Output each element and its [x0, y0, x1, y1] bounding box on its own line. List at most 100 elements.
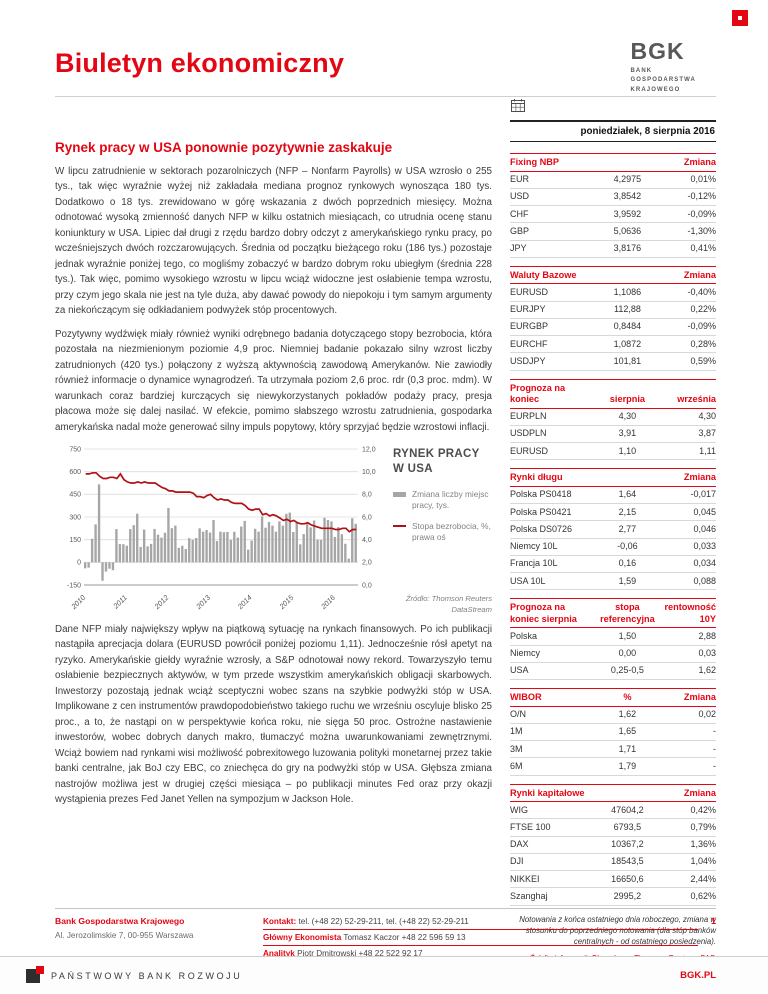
- cell-label: Szanghaj: [510, 887, 597, 906]
- cell-label: EUR: [510, 171, 597, 189]
- svg-text:6,0: 6,0: [362, 514, 372, 521]
- bottom-bar: PAŃSTWOWY BANK ROZWOJU BGK.PL: [0, 956, 768, 994]
- footer-bank-block: Bank Gospodarstwa Krajowego Al. Jerozoli…: [55, 916, 247, 963]
- svg-text:150: 150: [69, 537, 81, 544]
- bgk-logo-subtitle: BANK GOSPODARSTWA KRAJOWEGO: [630, 67, 696, 95]
- table-row: CHF 3,9592 -0,09%: [510, 205, 716, 224]
- table-row: EURGBP 0,8484 -0,09%: [510, 318, 716, 337]
- footer-contact-row: Analityk Piotr Dmitrowski +48 22 522 92 …: [263, 948, 698, 961]
- cell-label: O/N: [510, 706, 597, 724]
- table-col3-header: Zmiana: [658, 783, 716, 802]
- table-title: Rynki długu: [510, 468, 597, 487]
- cell-label: GBP: [510, 222, 597, 241]
- cell-change: 1,04%: [658, 853, 716, 872]
- table-col2-header: [596, 265, 659, 285]
- cell-change: 2,44%: [658, 870, 716, 889]
- table-row: WIG 47604,2 0,42%: [510, 801, 716, 820]
- cell-label: JPY: [510, 240, 597, 258]
- cell-change: 0,01%: [658, 171, 716, 189]
- cell-change: 0,42%: [658, 801, 716, 820]
- cell-value: 112,88: [596, 301, 659, 319]
- footer-contact-text: Piotr Dmitrowski +48 22 522 92 17: [297, 949, 423, 958]
- data-table: Rynki kapitałowe Zmiana WIG 47604,2 0,42% FTS…: [510, 783, 716, 906]
- footer-tagline: PAŃSTWOWY BANK ROZWOJU: [51, 970, 243, 981]
- line-swatch-icon: [393, 525, 406, 528]
- cell-label: Francja 10L: [510, 555, 597, 574]
- data-table: Prognoza na koniec sierpnia stopa referen…: [510, 598, 716, 681]
- table-title: Rynki kapitałowe: [510, 783, 597, 802]
- cell-change: -: [658, 757, 716, 776]
- bgk-mark-icon: [26, 965, 44, 983]
- footer-contact-block: Kontakt: tel. (+48 22) 52-29-211, tel. (…: [263, 916, 698, 963]
- footer-website[interactable]: BGK.PL: [680, 970, 716, 981]
- table-row: NIKKEI 16650,6 2,44%: [510, 870, 716, 889]
- cell-value: 5,0636: [596, 222, 659, 241]
- table-row: 6M 1,79-: [510, 757, 716, 776]
- table-row: Polska 1,50 2,88: [510, 627, 716, 646]
- cell-value: 101,81: [596, 352, 659, 371]
- svg-text:2014: 2014: [235, 593, 254, 612]
- legend-label: Stopa bezrobocia, %, prawa oś: [412, 521, 491, 543]
- table-row: EURPLN 4,30 4,30: [510, 408, 716, 426]
- footer-contact-row: Kontakt: tel. (+48 22) 52-29-211, tel. (…: [263, 916, 698, 930]
- table-header-row: Waluty Bazowe Zmiana: [510, 265, 716, 285]
- cell-label: CHF: [510, 205, 597, 224]
- table-col3-header: Zmiana: [658, 468, 716, 487]
- legend-item-line: Stopa bezrobocia, %, prawa oś: [393, 521, 492, 543]
- table-col2-header: [596, 783, 659, 802]
- cell-label: Niemcy 10L: [510, 538, 597, 556]
- svg-text:0: 0: [77, 560, 81, 567]
- table-col3-header: września: [658, 378, 716, 409]
- cell-change: 0,045: [658, 503, 716, 522]
- svg-text:300: 300: [69, 514, 81, 521]
- cell-value: -0,06: [596, 538, 659, 556]
- svg-text:8,0: 8,0: [362, 492, 372, 499]
- table-row: EURUSD 1,10 1,11: [510, 442, 716, 461]
- footer-contact-label: Kontakt:: [263, 917, 297, 926]
- table-title: Prognoza na koniec: [510, 378, 597, 409]
- cell-change: 4,30: [658, 408, 716, 426]
- cell-value: 1,10: [596, 442, 659, 461]
- cell-value: 1,64: [596, 486, 659, 505]
- bgk-logo-text: BGK: [630, 38, 685, 64]
- table-row: Polska PS0418 1,64 -0,017: [510, 486, 716, 505]
- bgk-logo: BGK BANK GOSPODARSTWA KRAJOWEGO: [618, 10, 748, 98]
- cell-change: -1,30%: [658, 222, 716, 241]
- cell-change: -0,09%: [658, 205, 716, 224]
- table-col3-header: Zmiana: [658, 688, 716, 707]
- bgk-logo-square-icon: [732, 10, 748, 26]
- cell-change: 0,59%: [658, 352, 716, 371]
- cell-value: 4,30: [596, 408, 659, 426]
- cell-change: 2,88: [658, 627, 716, 646]
- page-title: Biuletyn ekonomiczny: [55, 48, 345, 78]
- legend-item-bars: Zmiana liczby miejsc pracy, tys.: [393, 489, 492, 511]
- table-col3-header: Zmiana: [658, 153, 716, 172]
- cell-label: EURUSD: [510, 283, 597, 302]
- table-row: USA 0,25-0,5 1,62: [510, 662, 716, 681]
- cell-label: 1M: [510, 723, 597, 742]
- chart-canvas: -150 0 150 300 450 600 750 0,0 2,0 4,0 6,0 8,0 10,0 1…: [67, 446, 376, 612]
- table-row: Polska DS0726 2,77 0,046: [510, 520, 716, 539]
- cell-change: 0,28%: [658, 335, 716, 354]
- footer-contact-row: Główny Ekonomista Tomasz Kaczor +48 22 5…: [263, 932, 698, 946]
- cell-value: 1,59: [596, 572, 659, 591]
- cell-value: 3,8542: [596, 188, 659, 207]
- bgk-logo-text-block: BGK BANK GOSPODARSTWA KRAJOWEGO: [630, 40, 696, 95]
- svg-text:450: 450: [69, 492, 81, 499]
- cell-change: -0,09%: [658, 318, 716, 337]
- svg-text:2016: 2016: [318, 592, 337, 611]
- cell-label: EURJPY: [510, 301, 597, 319]
- footer-contact-label: Analityk: [263, 949, 295, 958]
- table-row: GBP 5,0636 -1,30%: [510, 222, 716, 241]
- cell-value: 47604,2: [596, 801, 659, 820]
- cell-value: 0,16: [596, 555, 659, 574]
- legend-label: Zmiana liczby miejsc pracy, tys.: [412, 488, 489, 511]
- table-header-row: Rynki długu Zmiana: [510, 468, 716, 487]
- cell-label: EURGBP: [510, 318, 597, 337]
- cell-value: 1,79: [596, 757, 659, 776]
- footer: Bank Gospodarstwa Krajowego Al. Jerozoli…: [55, 908, 716, 963]
- page-number: 1: [710, 916, 716, 926]
- cell-label: Polska DS0726: [510, 520, 597, 539]
- cell-change: 0,02: [658, 706, 716, 724]
- cell-label: EURPLN: [510, 408, 597, 426]
